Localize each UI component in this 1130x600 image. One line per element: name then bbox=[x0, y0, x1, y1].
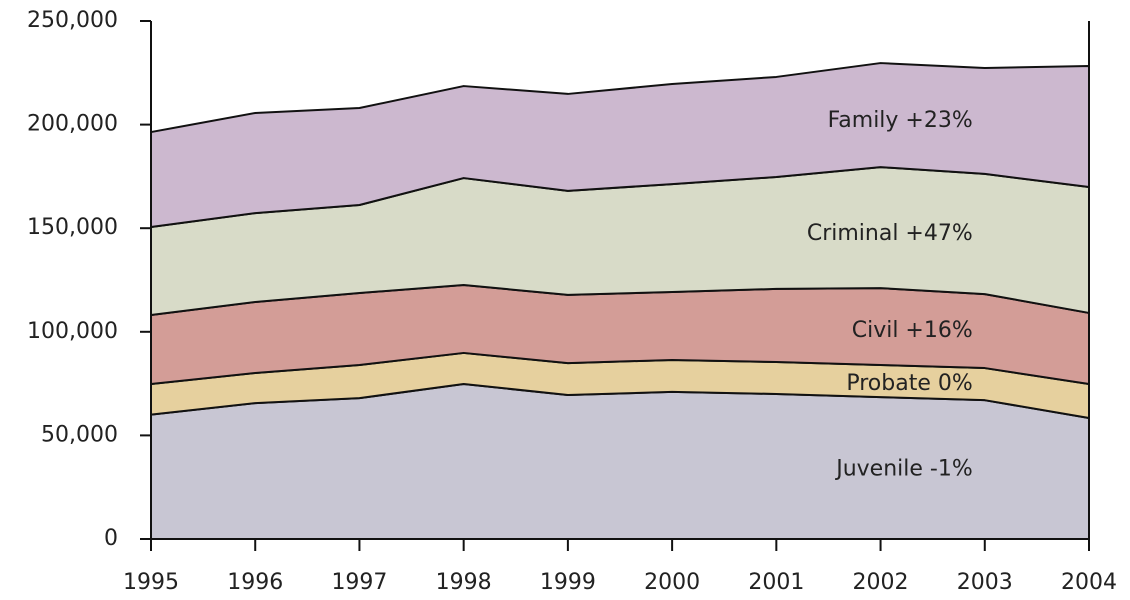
x-tick-label: 2004 bbox=[1061, 570, 1117, 595]
area-label: Probate 0% bbox=[846, 371, 972, 396]
y-tick-label: 100,000 bbox=[27, 319, 118, 344]
x-tick-label: 2000 bbox=[644, 570, 700, 595]
x-tick-label: 1997 bbox=[331, 570, 387, 595]
x-tick-label: 2002 bbox=[853, 570, 909, 595]
x-tick-label: 1999 bbox=[540, 570, 596, 595]
x-tick-label: 2003 bbox=[957, 570, 1013, 595]
y-tick-label: 150,000 bbox=[27, 215, 118, 240]
x-tick-label: 1995 bbox=[123, 570, 179, 595]
area-label: Criminal +47% bbox=[807, 221, 973, 246]
y-tick-label: 0 bbox=[104, 526, 118, 551]
x-tick-label: 2001 bbox=[748, 570, 804, 595]
area-label: Family +23% bbox=[828, 108, 973, 133]
y-tick-label: 50,000 bbox=[41, 422, 118, 447]
area-label: Civil +16% bbox=[852, 318, 973, 343]
y-tick-label: 250,000 bbox=[27, 8, 118, 33]
area-label: Juvenile -1% bbox=[834, 457, 973, 482]
x-tick-label: 1996 bbox=[227, 570, 283, 595]
y-tick-label: 200,000 bbox=[27, 112, 118, 137]
x-tick-label: 1998 bbox=[436, 570, 492, 595]
